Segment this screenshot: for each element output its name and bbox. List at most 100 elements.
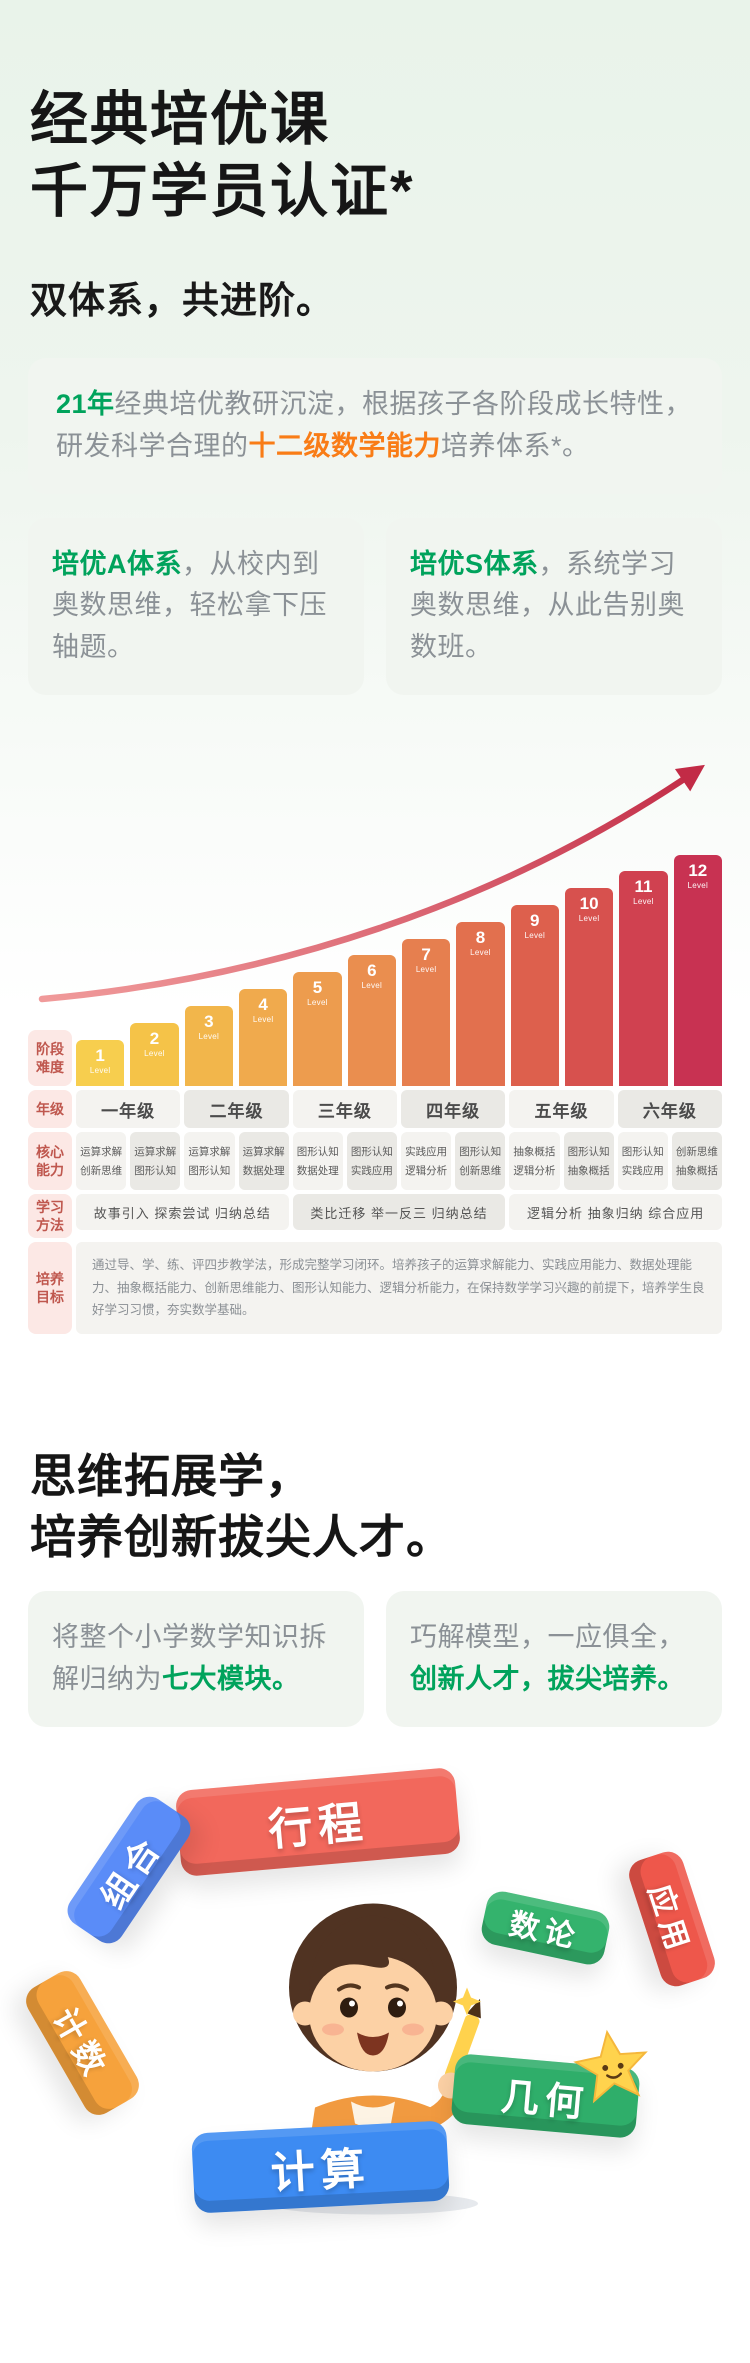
core-ability-item: 图形认知 xyxy=(134,1165,177,1178)
row-label-grade: 年级 xyxy=(28,1090,72,1129)
page-title-line1: 经典培优课 xyxy=(30,87,331,152)
bar-level-unit: Level xyxy=(578,914,600,924)
system-card-a-text: 培优A体系，从校内到奥数思维，轻松拿下压轴题。 xyxy=(52,544,340,670)
core-ability-item: 运算求解 xyxy=(80,1146,123,1159)
system-card-a: 培优A体系，从校内到奥数思维，轻松拿下压轴题。 xyxy=(28,517,364,696)
bar-level-number: 2 xyxy=(149,1029,160,1049)
bar-level-unit: Level xyxy=(144,1049,165,1059)
level-bar-5: 5 Level xyxy=(293,972,342,1087)
level-bar-9: 9 Level xyxy=(510,905,559,1087)
level-bars: 1 Level 2 Level 3 Level 4 Level 5 Level 6 Level 7 Lev… xyxy=(76,855,722,1087)
bar-level-unit: Level xyxy=(687,881,709,891)
bar-level-unit: Level xyxy=(633,897,654,907)
bar-level-number: 12 xyxy=(688,861,708,881)
method-cell: 逻辑分析 抽象归纳 综合应用 xyxy=(509,1194,722,1231)
core-ability-cell: 图形认知 创新思维 xyxy=(455,1132,506,1191)
module-ribbon-label: 行程 xyxy=(266,1797,371,1856)
goal-row: 培养目标 通过导、学、练、评四步教学法，形成完整学习闭环。培养孩子的运算求解能力… xyxy=(28,1242,722,1334)
core-ability-cell: 创新思维 抽象概括 xyxy=(671,1132,722,1191)
intro-highlight-years: 21年 xyxy=(56,388,115,419)
bar-level-unit: Level xyxy=(524,931,546,941)
system-card-s: 培优S体系，系统学习奥数思维，从此告别奥数班。 xyxy=(386,517,722,696)
bar-level-unit: Level xyxy=(89,1066,111,1076)
section2-title-line2: 培养创新拔尖人才。 xyxy=(30,1510,453,1563)
core-ability-cell: 图形认知 数据处理 xyxy=(292,1132,343,1191)
module-card-2-text: 巧解模型，一应俱全， 创新人才，拔尖培养。 xyxy=(410,1617,698,1701)
core-ability-item: 抽象概括 xyxy=(513,1146,556,1159)
level-bar-1: 1 Level xyxy=(76,1040,125,1087)
module-ribbon-label: 数论 xyxy=(506,1907,584,1956)
core-ability-item: 图形认知 xyxy=(459,1146,502,1159)
system-card-s-text: 培优S体系，系统学习奥数思维，从此告别奥数班。 xyxy=(410,544,698,670)
core-ability-cell: 运算求解 图形认知 xyxy=(130,1132,181,1191)
core-ability-item: 运算求解 xyxy=(134,1146,177,1159)
grade-cell: 一年级 xyxy=(76,1090,181,1129)
core-ability-item: 抽象概括 xyxy=(567,1165,610,1178)
core-ability-item: 创新思维 xyxy=(459,1165,502,1178)
method-row: 学习方法 故事引入 探索尝试 归纳总结 类比迁移 举一反三 归纳总结 逻辑分析 抽象… xyxy=(28,1194,722,1239)
level-bar-3: 3 Level xyxy=(184,1006,233,1087)
trend-arrow-icon xyxy=(38,764,705,1003)
core-ability-item: 数据处理 xyxy=(242,1165,285,1178)
core-ability-item: 图形认知 xyxy=(567,1146,610,1159)
page-subtitle: 双体系，共进阶。 xyxy=(30,279,334,321)
page-title-line2: 千万学员认证* xyxy=(30,158,415,224)
intro-text-mid: 经典培优教研沉淀，根据孩子各阶段成长特性，研发科学合理的 xyxy=(56,388,693,461)
bar-level-unit: Level xyxy=(252,1015,274,1025)
core-ability-cell: 运算求解 数据处理 xyxy=(238,1132,289,1191)
row-label-core: 核心能力 xyxy=(28,1132,72,1191)
bar-level-number: 5 xyxy=(312,978,323,998)
core-ability-item: 图形认知 xyxy=(350,1146,393,1159)
bar-level-number: 1 xyxy=(95,1046,105,1066)
system-cards-row: 培优A体系，从校内到奥数思维，轻松拿下压轴题。 培优S体系，系统学习奥数思维，从… xyxy=(28,517,722,696)
intro-card: 21年经典培优教研沉淀，根据孩子各阶段成长特性，研发科学合理的十二级数学能力培养… xyxy=(28,357,722,494)
goal-cell: 通过导、学、练、评四步教学法，形成完整学习闭环。培养孩子的运算求解能力、实践应用… xyxy=(76,1242,722,1334)
module-ribbon-calculation: 计算 xyxy=(191,2120,450,2214)
grade-cell: 六年级 xyxy=(617,1090,722,1129)
core-ability-cell: 图形认知 实践应用 xyxy=(617,1132,668,1191)
module-ribbon-label: 组合 xyxy=(93,1828,171,1916)
method-cell: 类比迁移 举一反三 归纳总结 xyxy=(292,1194,506,1231)
level-bar-6: 6 Level xyxy=(347,955,396,1087)
core-ability-item: 运算求解 xyxy=(188,1146,231,1159)
section2-title: 思维拓展学， 培养创新拔尖人才。 xyxy=(30,1446,720,1567)
module-1-highlight: 七大模块。 xyxy=(162,1664,300,1695)
bar-level-number: 8 xyxy=(475,928,486,948)
core-ability-item: 实践应用 xyxy=(621,1165,664,1178)
grade-cell: 三年级 xyxy=(292,1090,397,1129)
level-bar-10: 10 Level xyxy=(564,888,614,1087)
bar-level-number: 11 xyxy=(634,877,653,897)
core-ability-item: 运算求解 xyxy=(242,1146,285,1159)
page-title: 经典培优课 千万学员认证* xyxy=(30,84,720,228)
bar-level-number: 6 xyxy=(367,961,377,981)
level-bar-8: 8 Level xyxy=(456,922,505,1087)
hero-section: 经典培优课 千万学员认证* 双体系，共进阶。 xyxy=(0,0,750,324)
level-chart: 阶段难度 1 Level 2 Level 3 Level 4 Level 5 Level 6 Leve… xyxy=(28,741,722,1087)
module-ribbon-application: 应用 xyxy=(624,1847,720,1991)
core-ability-row: 核心能力 运算求解 创新思维 运算求解 图形认知 运算求解 图形认知 运算求解 数据处理 图形认… xyxy=(28,1132,722,1191)
core-ability-cell: 运算求解 创新思维 xyxy=(76,1132,127,1191)
level-bar-4: 4 Level xyxy=(238,989,288,1087)
bar-level-number: 7 xyxy=(421,945,431,965)
row-label-method: 学习方法 xyxy=(28,1194,72,1239)
bar-level-number: 3 xyxy=(204,1012,214,1032)
module-2-pre: 巧解模型，一应俱全， xyxy=(410,1622,685,1653)
bar-level-unit: Level xyxy=(198,1032,220,1042)
section2-title-line1: 思维拓展学， xyxy=(30,1449,312,1502)
level-bar-11: 11 Level xyxy=(619,871,668,1087)
core-ability-item: 实践应用 xyxy=(350,1165,393,1178)
core-ability-item: 图形认知 xyxy=(621,1146,664,1159)
module-ribbon-number-theory: 数论 xyxy=(478,1888,613,1968)
intro-text-end: 培养体系*。 xyxy=(441,430,590,461)
core-ability-cell: 实践应用 逻辑分析 xyxy=(401,1132,452,1191)
intro-card-text: 21年经典培优教研沉淀，根据孩子各阶段成长特性，研发科学合理的十二级数学能力培养… xyxy=(56,384,694,468)
grade-cell: 五年级 xyxy=(509,1090,614,1129)
row-label-goal: 培养目标 xyxy=(28,1242,72,1334)
module-ribbon-label: 应用 xyxy=(641,1880,696,1960)
core-ability-item: 抽象概括 xyxy=(675,1165,718,1178)
core-ability-item: 图形认知 xyxy=(188,1165,231,1178)
module-card-1: 将整个小学数学知识拆解归纳为七大模块。 xyxy=(28,1591,364,1728)
module-ribbon-counting: 计数 xyxy=(20,1965,145,2121)
row-label-stage: 阶段难度 xyxy=(28,1030,72,1087)
